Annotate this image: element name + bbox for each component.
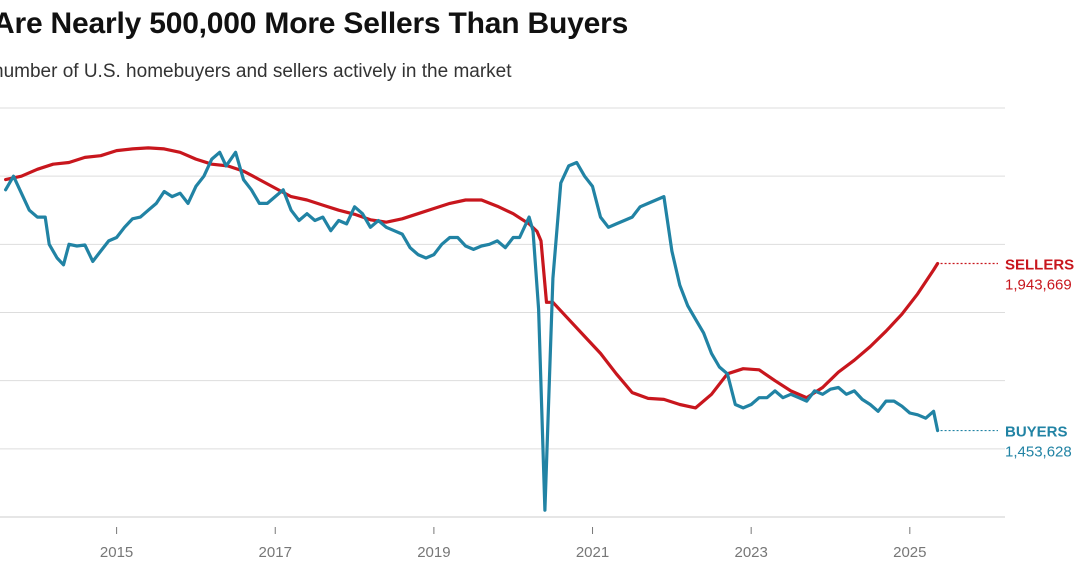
chart-title: Are Nearly 500,000 More Sellers Than Buy… xyxy=(0,7,629,40)
series-value-sellers: 1,943,669 xyxy=(1005,277,1072,294)
x-tick-label: 2015 xyxy=(100,544,133,561)
series-lines xyxy=(3,146,940,512)
chart-subtitle: number of U.S. homebuyers and sellers ac… xyxy=(0,61,512,82)
series-line-buyers xyxy=(3,150,940,512)
x-tick-label: 2019 xyxy=(417,544,450,561)
x-tick-label: 2025 xyxy=(893,544,926,561)
x-tick-label: 2021 xyxy=(576,544,609,561)
end-labels: SELLERS 1,943,669 BUYERS 1,453,628 xyxy=(940,257,1074,461)
gridlines xyxy=(0,107,1005,518)
x-tick-label: 2017 xyxy=(259,544,292,561)
x-tick-label: 2023 xyxy=(734,544,767,561)
series-value-buyers: 1,453,628 xyxy=(1005,444,1072,461)
x-axis: 2015 2017 2019 2021 2023 2025 xyxy=(100,527,927,561)
series-line-sellers xyxy=(3,146,940,410)
series-label-sellers: SELLERS xyxy=(1005,257,1074,274)
series-label-buyers: BUYERS xyxy=(1005,424,1068,441)
